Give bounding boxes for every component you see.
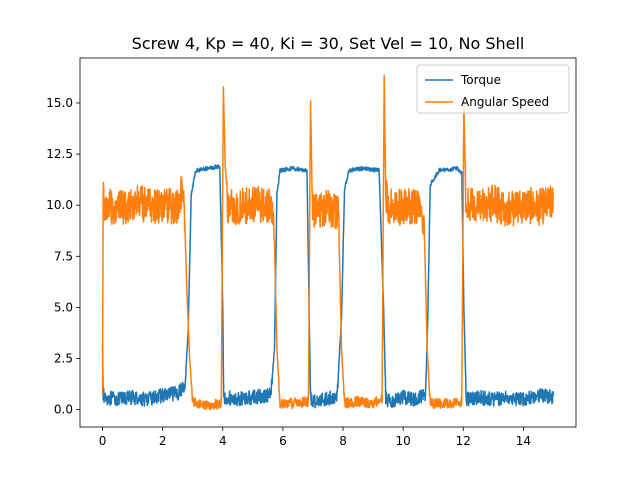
x-tick-label: 6 <box>279 434 287 448</box>
x-tick-label: 14 <box>516 434 531 448</box>
series-layer <box>101 74 555 411</box>
y-tick-label: 10.0 <box>46 198 73 212</box>
chart-title: Screw 4, Kp = 40, Ki = 30, Set Vel = 10,… <box>132 34 525 53</box>
y-tick-label: 7.5 <box>54 249 73 263</box>
legend: Torque Angular Speed <box>416 64 570 114</box>
x-tick-label: 8 <box>339 434 347 448</box>
y-tick-label: 2.5 <box>54 352 73 366</box>
y-tick-label: 5.0 <box>54 300 73 314</box>
y-tick-label: 12.5 <box>46 147 73 161</box>
x-tick-label: 4 <box>219 434 227 448</box>
legend-label: Angular Speed <box>461 95 549 109</box>
x-tick-label: 10 <box>396 434 411 448</box>
x-tick-label: 12 <box>456 434 471 448</box>
x-tick-label: 2 <box>159 434 167 448</box>
y-tick-label: 15.0 <box>46 96 73 110</box>
plot-frame <box>79 57 577 428</box>
legend-label: Torque <box>460 73 501 87</box>
y-tick-label: 0.0 <box>54 403 73 417</box>
x-tick-label: 0 <box>99 434 107 448</box>
series-line-angular-speed <box>101 74 555 411</box>
legend-box <box>416 64 570 114</box>
axes-layer: 0 2 4 6 8 10 12 14 0.0 2.5 5.0 7.5 10.0 12.5 15.0 <box>46 57 577 448</box>
series-line-torque <box>101 164 555 409</box>
